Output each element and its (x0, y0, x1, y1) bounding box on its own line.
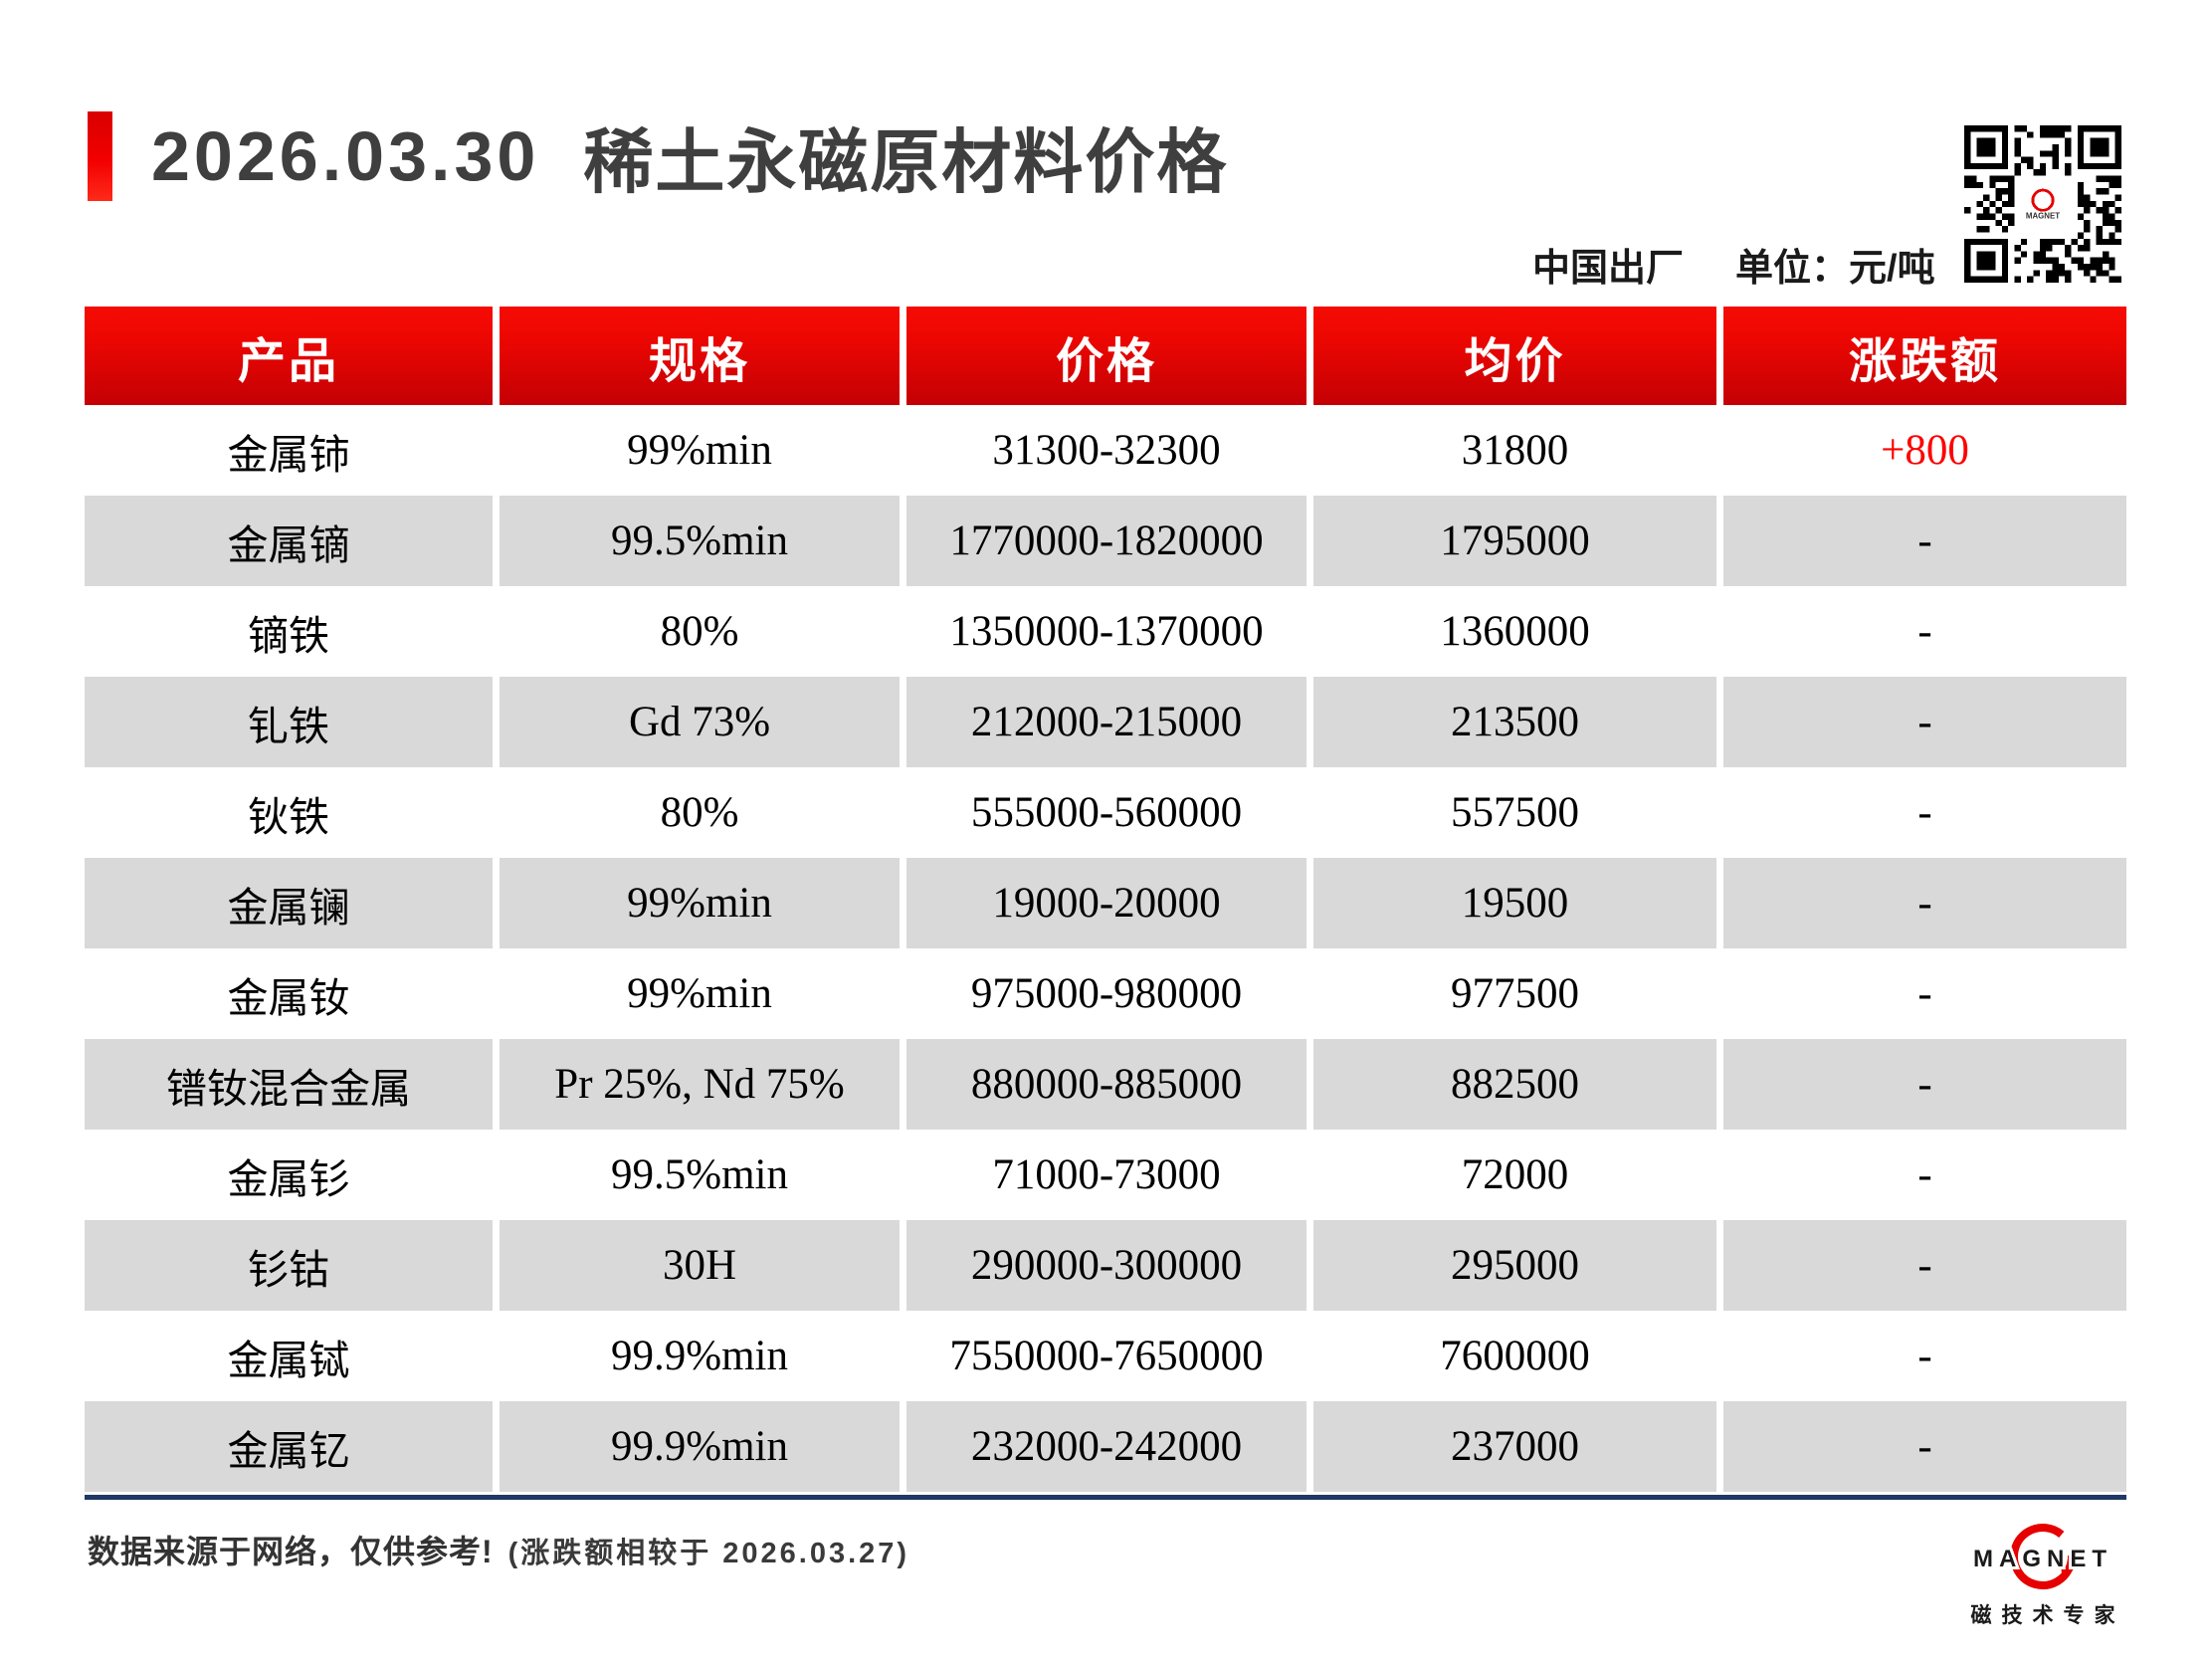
cell-avg: 977500 (1313, 948, 1716, 1039)
qr-code: MAGNET (1964, 125, 2121, 283)
cell-spec: 30H (500, 1220, 900, 1311)
table-row: 金属铈 99%min 31300-32300 31800 +800 (85, 405, 2126, 496)
table-row: 钐钴 30H 290000-300000 295000 - (85, 1220, 2126, 1311)
cell-product: 金属钐 (85, 1130, 493, 1220)
magnet-logo-text: MAGNET (1973, 1546, 2112, 1572)
cell-change: +800 (1723, 405, 2126, 496)
cell-price: 232000-242000 (906, 1401, 1307, 1492)
footer-note-compare: (涨跌额相较于 2026.03.27) (507, 1538, 910, 1569)
bottom-divider (85, 1495, 2126, 1500)
cell-product: 金属镝 (85, 496, 493, 586)
cell-change: - (1723, 1039, 2126, 1130)
cell-product: 金属铽 (85, 1311, 493, 1401)
cell-avg: 1795000 (1313, 496, 1716, 586)
unit-label: 单位：元/吨 (1735, 248, 1935, 290)
cell-product: 金属钇 (85, 1401, 493, 1492)
table-row: 金属铽 99.9%min 7550000-7650000 7600000 - (85, 1311, 2126, 1401)
column-header-change: 涨跌额 (1723, 307, 2126, 405)
cell-spec: Pr 25%, Nd 75% (500, 1039, 900, 1130)
cell-avg: 295000 (1313, 1220, 1716, 1311)
cell-avg: 557500 (1313, 767, 1716, 858)
cell-spec: 99.5%min (500, 1130, 900, 1220)
cell-product: 金属铈 (85, 405, 493, 496)
table-row: 金属镝 99.5%min 1770000-1820000 1795000 - (85, 496, 2126, 586)
cell-price: 555000-560000 (906, 767, 1307, 858)
cell-change: - (1723, 1220, 2126, 1311)
meta-line: 中国出厂 单位：元/吨 (1532, 237, 1960, 292)
table-header-row: 产品 规格 价格 均价 涨跌额 (85, 307, 2126, 405)
cell-change: - (1723, 586, 2126, 677)
table-row: 镨钕混合金属 Pr 25%, Nd 75% 880000-885000 8825… (85, 1039, 2126, 1130)
table-row: 金属镧 99%min 19000-20000 19500 - (85, 858, 2126, 948)
cell-avg: 237000 (1313, 1401, 1716, 1492)
column-header-price: 价格 (906, 307, 1307, 405)
origin-label: 中国出厂 (1532, 248, 1685, 290)
cell-spec: 99.5%min (500, 496, 900, 586)
table-row: 金属钇 99.9%min 232000-242000 237000 - (85, 1401, 2126, 1492)
cell-price: 290000-300000 (906, 1220, 1307, 1311)
cell-avg: 72000 (1313, 1130, 1716, 1220)
column-header-product: 产品 (85, 307, 493, 405)
table-row: 镝铁 80% 1350000-1370000 1360000 - (85, 586, 2126, 677)
price-table: 产品 规格 价格 均价 涨跌额 金属铈 99%min 31300-32300 3… (85, 307, 2126, 1492)
cell-product: 镨钕混合金属 (85, 1039, 493, 1130)
svg-text:MAGNET: MAGNET (2026, 212, 2060, 221)
cell-price: 1770000-1820000 (906, 496, 1307, 586)
cell-spec: 99%min (500, 858, 900, 948)
cell-avg: 31800 (1313, 405, 1716, 496)
cell-price: 975000-980000 (906, 948, 1307, 1039)
title-text: 稀土永磁原材料价格 (583, 122, 1229, 201)
cell-price: 7550000-7650000 (906, 1311, 1307, 1401)
magnet-logo-subtext: 磁技术专家 (1971, 1603, 2124, 1627)
cell-price: 880000-885000 (906, 1039, 1307, 1130)
cell-change: - (1723, 496, 2126, 586)
cell-price: 71000-73000 (906, 1130, 1307, 1220)
table-row: 钬铁 80% 555000-560000 557500 - (85, 767, 2126, 858)
cell-product: 金属镧 (85, 858, 493, 948)
cell-avg: 19500 (1313, 858, 1716, 948)
title-accent-bar (88, 111, 112, 201)
footer-note-main: 数据来源于网络，仅供参考! (88, 1534, 494, 1569)
cell-spec: 99%min (500, 948, 900, 1039)
cell-product: 镝铁 (85, 586, 493, 677)
cell-avg: 213500 (1313, 677, 1716, 767)
cell-price: 1350000-1370000 (906, 586, 1307, 677)
table-row: 金属钐 99.5%min 71000-73000 72000 - (85, 1130, 2126, 1220)
cell-change: - (1723, 677, 2126, 767)
cell-price: 212000-215000 (906, 677, 1307, 767)
column-header-spec: 规格 (500, 307, 900, 405)
magnet-logo-ring (2010, 1524, 2080, 1589)
table-row: 钆铁 Gd 73% 212000-215000 213500 - (85, 677, 2126, 767)
cell-price: 31300-32300 (906, 405, 1307, 496)
cell-spec: 80% (500, 586, 900, 677)
cell-spec: 99%min (500, 405, 900, 496)
cell-change: - (1723, 858, 2126, 948)
page-title: 2026.03.30 稀土永磁原材料价格 (151, 102, 1228, 211)
cell-product: 钐钴 (85, 1220, 493, 1311)
cell-avg: 1360000 (1313, 586, 1716, 677)
cell-avg: 7600000 (1313, 1311, 1716, 1401)
cell-price: 19000-20000 (906, 858, 1307, 948)
cell-spec: 99.9%min (500, 1401, 900, 1492)
cell-change: - (1723, 1311, 2126, 1401)
cell-change: - (1723, 1401, 2126, 1492)
cell-change: - (1723, 767, 2126, 858)
cell-avg: 882500 (1313, 1039, 1716, 1130)
magnet-logo: MAGNET 磁技术专家 (1962, 1517, 2123, 1634)
footer-note: 数据来源于网络，仅供参考! (涨跌额相较于 2026.03.27) (88, 1527, 909, 1572)
title-date: 2026.03.30 (151, 117, 540, 195)
cell-spec: Gd 73% (500, 677, 900, 767)
table-body: 金属铈 99%min 31300-32300 31800 +800 金属镝 99… (85, 405, 2126, 1492)
column-header-avg: 均价 (1313, 307, 1716, 405)
cell-spec: 80% (500, 767, 900, 858)
cell-change: - (1723, 948, 2126, 1039)
cell-product: 钬铁 (85, 767, 493, 858)
cell-product: 金属钕 (85, 948, 493, 1039)
cell-product: 钆铁 (85, 677, 493, 767)
cell-change: - (1723, 1130, 2126, 1220)
table-row: 金属钕 99%min 975000-980000 977500 - (85, 948, 2126, 1039)
cell-spec: 99.9%min (500, 1311, 900, 1401)
